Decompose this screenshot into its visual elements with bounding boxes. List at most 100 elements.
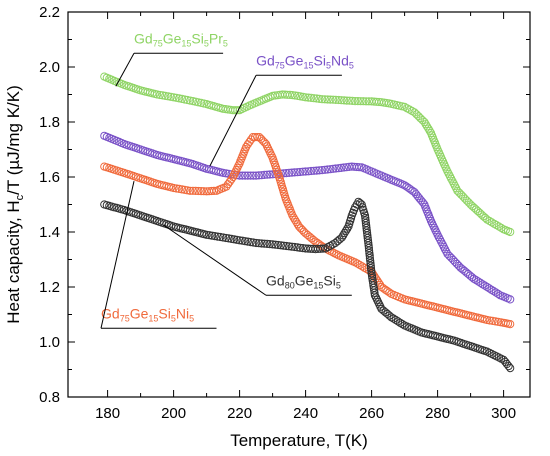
data-point	[172, 184, 181, 193]
data-point	[474, 277, 483, 286]
data-point	[467, 273, 477, 282]
data-point	[485, 284, 494, 293]
label-subscript: 15	[181, 39, 191, 49]
data-point	[246, 238, 255, 247]
data-point	[483, 282, 492, 292]
data-point	[480, 281, 489, 290]
data-point	[288, 211, 297, 220]
data-point	[320, 95, 329, 104]
x-tick-label: 220	[227, 405, 252, 422]
data-point	[424, 124, 433, 133]
data-point	[276, 241, 285, 250]
data-point	[241, 237, 250, 246]
data-point	[355, 260, 364, 270]
data-point	[288, 91, 297, 100]
data-point	[353, 97, 362, 106]
data-point	[329, 164, 338, 173]
data-point	[418, 198, 427, 207]
data-point	[263, 239, 272, 248]
data-point	[252, 171, 261, 180]
data-point	[296, 92, 305, 101]
label-text: Si	[191, 31, 203, 47]
data-point	[320, 165, 329, 174]
data-point	[243, 237, 252, 246]
data-point	[169, 183, 178, 193]
data-point	[506, 295, 515, 304]
data-point	[340, 96, 349, 105]
data-point	[188, 186, 197, 195]
label-text: Gd	[134, 31, 153, 47]
y-tick-label: 1.6	[39, 169, 60, 186]
data-point	[389, 314, 398, 323]
label-subscript: 75	[120, 314, 130, 324]
data-point	[287, 242, 296, 251]
data-point	[263, 170, 272, 179]
data-point	[506, 320, 515, 329]
data-point	[248, 133, 257, 142]
y-tick-label: 1.2	[39, 279, 60, 296]
data-point	[339, 231, 348, 240]
data-point	[491, 317, 500, 326]
data-point	[396, 318, 405, 327]
data-point	[491, 288, 500, 297]
data-point	[487, 218, 496, 227]
data-point	[265, 170, 274, 179]
label-subscript: 15	[148, 314, 158, 324]
data-point	[180, 95, 189, 104]
label-text: Nd	[331, 53, 349, 69]
data-point	[241, 171, 250, 180]
data-point	[304, 167, 313, 176]
data-point	[175, 94, 184, 103]
data-point	[260, 170, 269, 179]
data-point	[342, 96, 351, 105]
label-subscript: 5	[349, 61, 354, 71]
data-point	[485, 216, 494, 226]
data-point	[469, 274, 478, 283]
data-point	[385, 288, 394, 297]
data-point	[340, 229, 349, 238]
label-text: Ge	[163, 31, 182, 47]
data-point	[180, 185, 189, 194]
data-point	[235, 236, 244, 245]
data-point	[177, 185, 186, 194]
label-subscript: 5	[336, 281, 341, 291]
data-point	[197, 187, 206, 196]
annotation-pr: Gd75Ge15Si5Pr5	[115, 31, 228, 87]
data-point	[358, 262, 367, 271]
data-point	[307, 166, 316, 176]
data-point	[312, 94, 321, 103]
y-tick-label: 2.2	[39, 4, 60, 21]
data-point	[488, 316, 497, 325]
data-point	[205, 231, 214, 240]
data-point	[194, 186, 203, 196]
data-point	[326, 165, 335, 174]
data-point	[249, 238, 258, 247]
data-point	[216, 232, 225, 242]
data-point	[230, 235, 239, 244]
label-text: Ge	[295, 273, 314, 289]
label-text: Gd	[266, 273, 285, 289]
data-point	[175, 184, 184, 193]
data-point	[282, 241, 291, 251]
y-tick-label: 0.8	[39, 389, 60, 406]
data-point	[348, 96, 357, 106]
data-point	[186, 96, 195, 105]
data-point	[487, 285, 496, 294]
data-point	[233, 106, 242, 115]
data-point	[238, 236, 247, 245]
data-point	[387, 313, 396, 322]
data-point	[285, 242, 294, 251]
data-point	[398, 320, 407, 329]
data-point	[221, 169, 230, 178]
data-point	[393, 317, 403, 326]
data-point	[334, 164, 343, 173]
series-ni	[100, 133, 515, 329]
data-point	[183, 186, 192, 195]
label-subscript: 5	[326, 61, 331, 71]
data-point	[219, 168, 228, 177]
label-subscript: 80	[285, 281, 295, 291]
data-point	[483, 215, 492, 224]
data-point	[285, 168, 294, 177]
data-point	[492, 221, 501, 230]
